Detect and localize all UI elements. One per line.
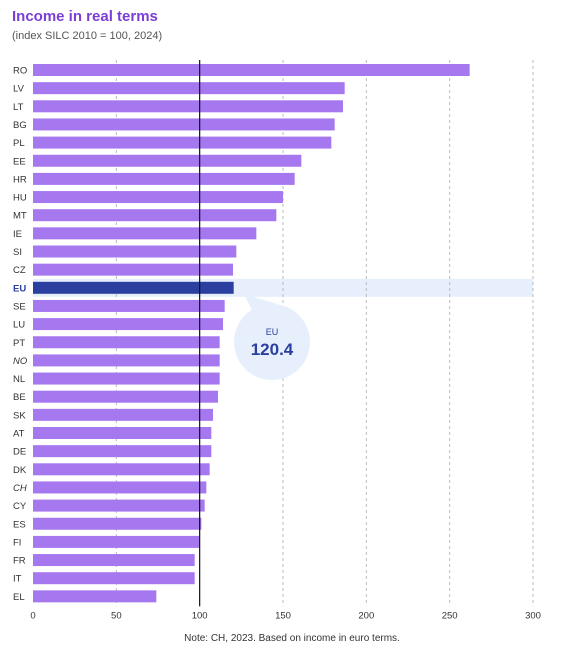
bar-ch [33,481,207,494]
bar-no [33,354,220,367]
bar-hu [33,191,283,204]
bar-ie [33,227,257,240]
bar-fi [33,535,200,548]
category-label: MT [13,211,27,222]
x-tick-label: 100 [192,610,208,621]
category-label: HR [13,174,27,185]
category-label: CY [13,501,27,512]
bar-sk [33,408,213,421]
bar-lt [33,100,343,113]
x-tick-label: 200 [358,610,374,621]
category-label: DE [13,447,26,458]
category-label: EE [13,156,26,167]
x-tick-label: 250 [442,610,458,621]
category-label: CZ [13,265,26,276]
chart-note: Note: CH, 2023. Based on income in euro … [184,633,400,644]
category-label: EL [13,592,25,603]
category-label: NO [13,356,28,367]
category-label: HU [13,193,27,204]
category-label: FI [13,537,21,548]
category-label: LV [13,84,25,95]
category-label: CH [13,483,27,494]
callout-label: EU [266,327,279,337]
bar-at [33,427,212,439]
bar-cz [33,263,233,276]
category-label: PT [13,338,25,349]
bar-pt [33,336,220,349]
bar-ro [33,64,470,76]
x-tick-label: 300 [525,610,541,621]
chart-subtitle: (index SILC 2010 = 100, 2024) [12,30,163,42]
category-label: AT [13,429,25,440]
bar-lv [33,82,345,95]
category-label: DK [13,465,27,476]
bar-es [33,517,202,530]
category-label: PL [13,138,25,149]
x-tick-label: 150 [275,610,291,621]
bar-fr [33,554,195,567]
bar-de [33,445,212,458]
bar-mt [33,209,277,222]
category-label: NL [13,374,25,385]
x-tick-label: 0 [30,610,35,621]
bar-se [33,299,225,312]
bar-dk [33,463,210,476]
bar-it [33,572,195,585]
category-label: IE [13,229,22,240]
category-label: SK [13,410,26,421]
x-tick-label: 50 [111,610,122,621]
chart-title: Income in real terms [12,8,158,25]
bar-si [33,245,237,258]
category-label: BE [13,392,26,403]
bar-lu [33,318,223,331]
category-label: IT [13,574,22,585]
bar-bg [33,118,335,131]
category-label: LT [13,102,24,113]
category-label: EU [13,283,26,294]
bar-hr [33,172,295,185]
category-label: SE [13,301,26,312]
category-label: SI [13,247,22,258]
bar-be [33,390,218,403]
category-label: BG [13,120,27,131]
bar-nl [33,372,220,385]
bar-el [33,590,157,603]
bar-ee [33,154,302,167]
category-label: LU [13,320,25,331]
bar-chart: 0 50 100 150 200 250 300 RO LV LT BG PL EE HR HU MT IE SI… [13,60,541,621]
callout-value: 120.4 [251,340,294,359]
category-label: FR [13,556,26,567]
category-label: ES [13,519,26,530]
callout-bubble [234,304,310,380]
category-label: RO [13,66,27,77]
bar-cy [33,499,205,512]
bar-pl [33,136,332,149]
bar-eu [33,281,234,294]
